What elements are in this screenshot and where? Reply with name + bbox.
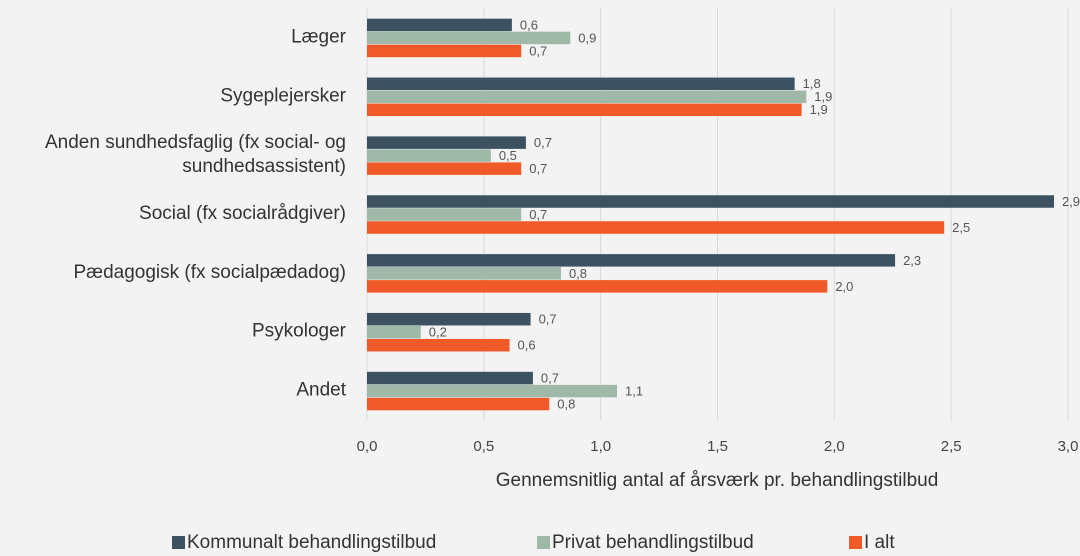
data-label: 0,9 xyxy=(578,30,596,45)
y-tick-label: Andet xyxy=(296,380,346,401)
legend-swatch xyxy=(537,536,550,549)
data-label: 2,3 xyxy=(903,253,921,268)
data-label: 0,5 xyxy=(499,148,517,163)
data-label: 0,8 xyxy=(557,397,575,412)
bar xyxy=(367,325,421,339)
bar xyxy=(367,136,526,149)
x-tick-label: 0,0 xyxy=(357,438,378,455)
y-tick-label: Læger xyxy=(291,26,347,47)
data-label: 0,7 xyxy=(541,371,559,386)
legend-swatch xyxy=(849,536,862,549)
bar xyxy=(367,90,807,104)
y-tick-label: Psykologer xyxy=(252,321,347,342)
x-tick-label: 2,5 xyxy=(941,438,962,455)
bar xyxy=(367,384,618,398)
bar xyxy=(367,162,522,175)
data-label: 1,8 xyxy=(803,76,821,91)
bar xyxy=(367,208,522,221)
bar xyxy=(367,77,795,91)
legend-label: I alt xyxy=(864,532,895,553)
bar xyxy=(367,221,945,234)
bar xyxy=(367,44,522,58)
legend-label: Kommunalt behandlingstilbud xyxy=(187,532,436,553)
data-label: 0,8 xyxy=(569,266,587,281)
bar xyxy=(367,280,828,293)
bar xyxy=(367,338,510,352)
y-tick-label: Pædagogisk (fx socialpædadog) xyxy=(74,262,347,283)
bar xyxy=(367,397,550,411)
data-label: 2,5 xyxy=(952,220,970,235)
bar xyxy=(367,267,561,280)
data-label: 0,7 xyxy=(534,135,552,150)
data-label: 1,1 xyxy=(625,384,643,399)
data-label: 0,7 xyxy=(529,207,547,222)
data-label: 2,0 xyxy=(835,279,853,294)
y-tick-label: Anden sundhedsfaglig (fx social- og sundh… xyxy=(45,132,346,177)
data-label: 0,6 xyxy=(518,338,536,353)
data-label: 2,9 xyxy=(1062,194,1080,209)
x-tick-label: 1,0 xyxy=(590,438,611,455)
legend-label: Privat behandlingstilbud xyxy=(552,532,754,553)
bar xyxy=(367,31,571,45)
bar xyxy=(367,103,802,117)
bar xyxy=(367,195,1054,208)
data-label: 0,7 xyxy=(529,43,547,58)
x-tick-label: 1,5 xyxy=(707,438,728,455)
bar xyxy=(367,149,491,162)
bar xyxy=(367,312,531,326)
x-tick-label: 2,0 xyxy=(824,438,845,455)
x-tick-label: 3,0 xyxy=(1058,438,1079,455)
y-tick-label: Sygeplejersker xyxy=(220,85,346,106)
bar xyxy=(367,254,896,267)
data-label: 0,7 xyxy=(539,312,557,327)
bar xyxy=(367,371,533,385)
x-axis-title: Gennemsnitlig antal af årsværk pr. behan… xyxy=(496,470,939,491)
x-tick-label: 0,5 xyxy=(473,438,494,455)
data-label: 0,7 xyxy=(529,161,547,176)
data-label: 1,9 xyxy=(814,89,832,104)
data-label: 0,6 xyxy=(520,17,538,32)
data-label: 1,9 xyxy=(810,102,828,117)
y-tick-label: Social (fx socialrådgiver) xyxy=(139,203,346,224)
data-label: 0,2 xyxy=(429,325,447,340)
legend-swatch xyxy=(172,536,185,549)
bar xyxy=(367,18,512,32)
